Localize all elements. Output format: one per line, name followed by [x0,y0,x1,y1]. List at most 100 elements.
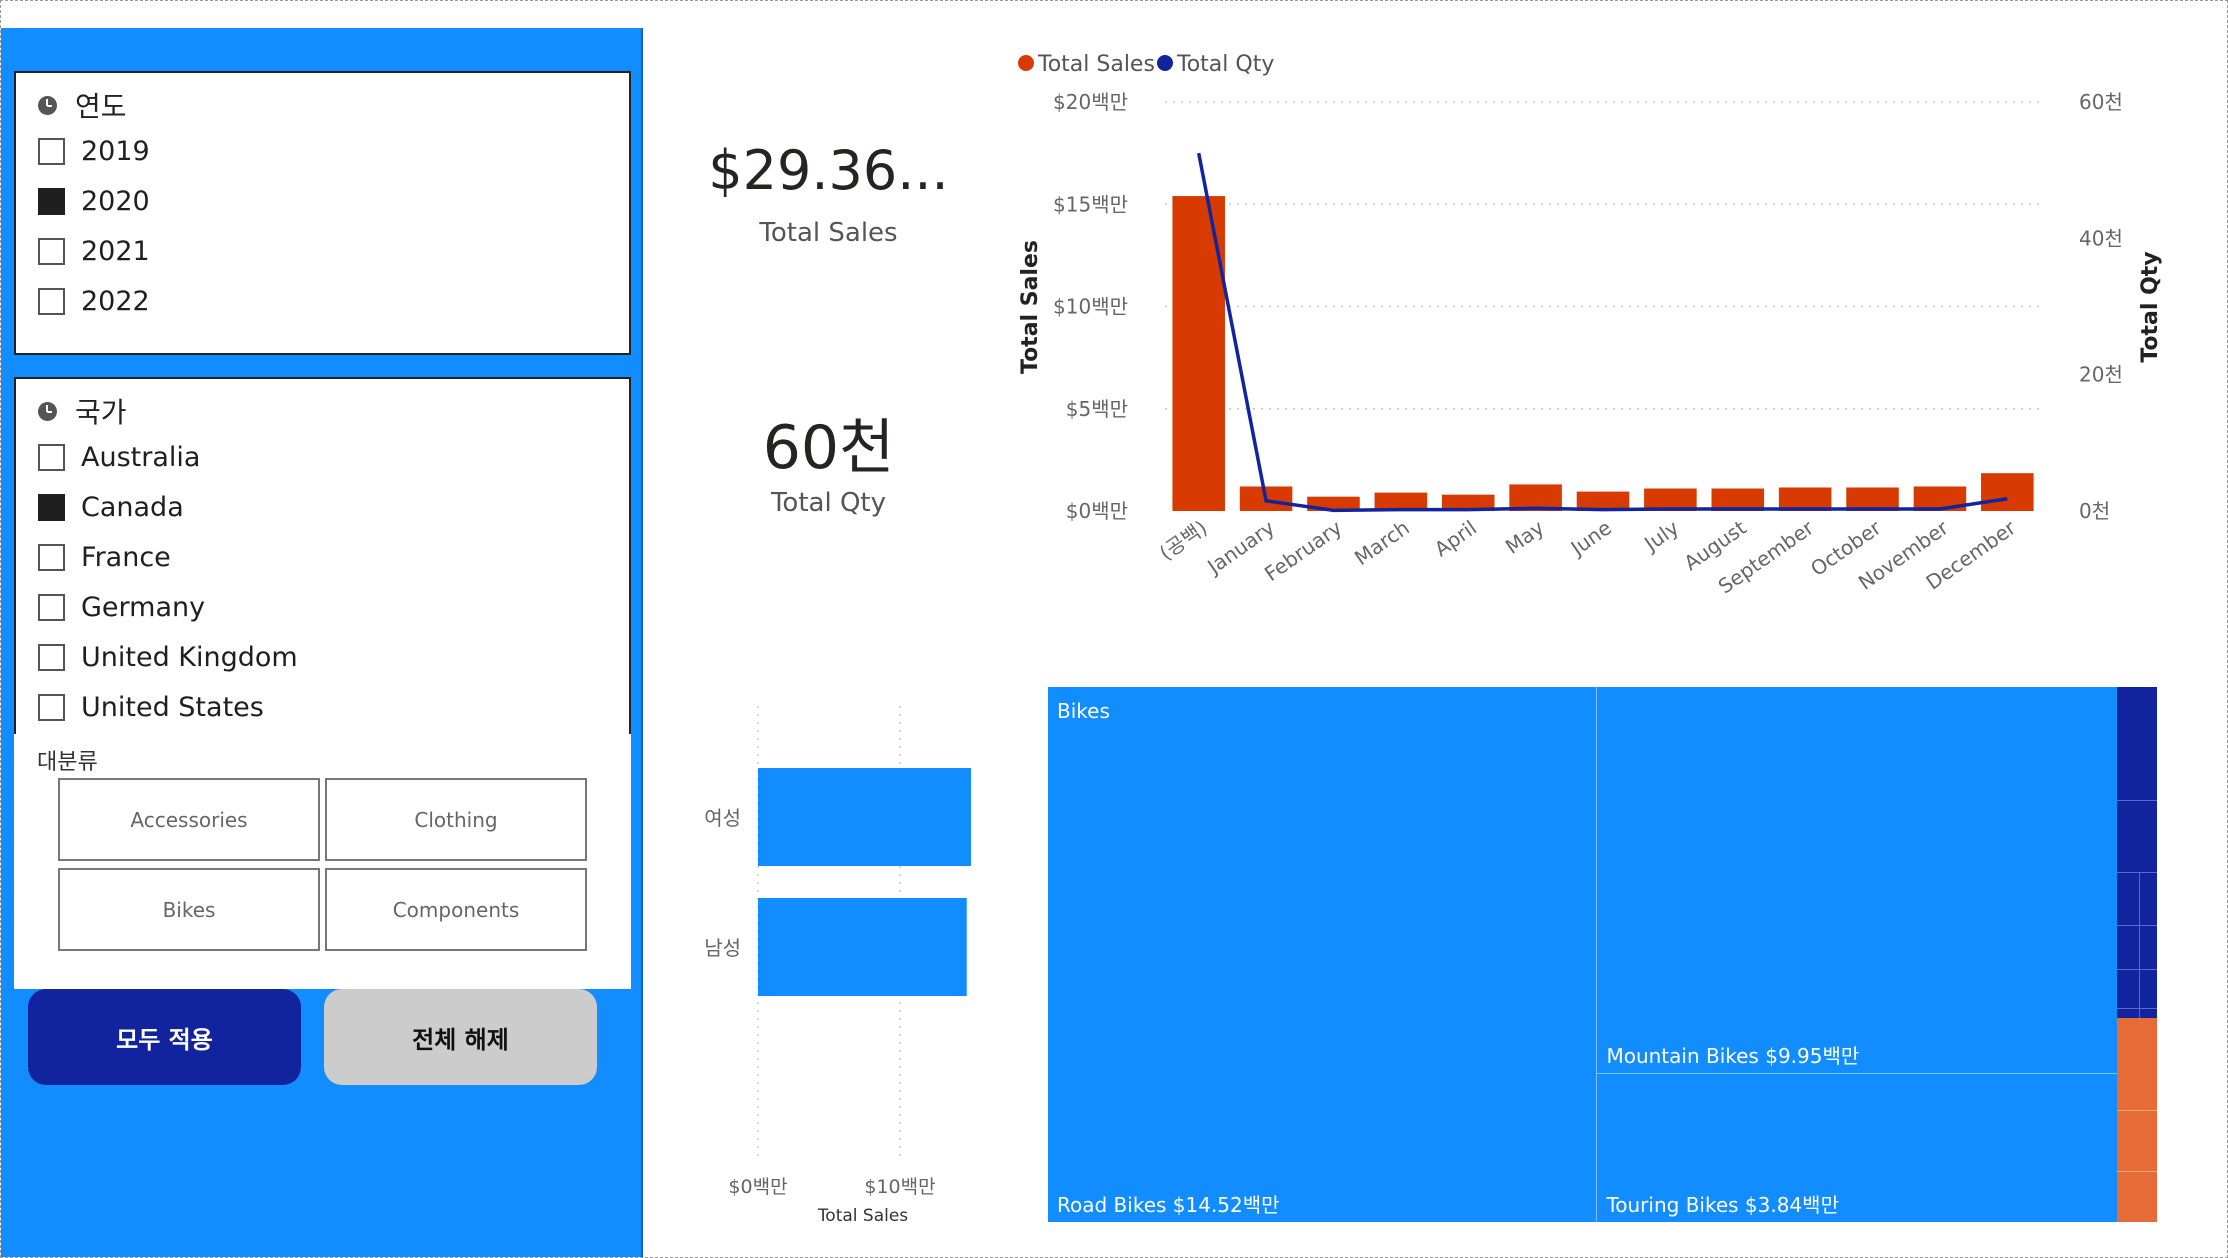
x-tick-label: February [1260,515,1346,586]
qty-line[interactable] [1196,152,2008,513]
chart-legend: Total Sales Total Qty [1018,52,1274,77]
sales-bar[interactable] [1981,473,2034,511]
checkbox[interactable] [38,137,65,165]
checkbox[interactable] [38,287,65,315]
option-label: Canada [81,491,184,523]
y-tick-label: $0백만 [1066,499,1128,523]
year-option-2021[interactable]: 2021 [38,231,150,271]
option-label: United States [81,691,264,723]
treemap-divider [2117,1008,2157,1010]
treemap-group-label: Bikes [1057,699,1110,723]
treemap-clothing[interactable] [2117,1018,2157,1222]
year-slicer: 연도 2019 2020 2021 2022 [14,71,631,355]
country-option-canada[interactable]: Canada [38,487,184,527]
y-tick-label: $15백만 [1053,192,1128,216]
checkbox[interactable] [38,593,65,621]
y2-tick-label: 40천 [2079,226,2123,250]
x-tick-label: May [1501,515,1549,558]
legend-label: Total Sales [1037,52,1155,77]
treemap-divider [2117,799,2157,801]
category-tile-bikes[interactable]: Bikes [58,868,320,951]
filter-panel: 연도 2019 2020 2021 2022 국가 [1,28,643,1257]
treemap-divider [2117,1109,2157,1111]
option-label: 2022 [81,285,150,317]
treemap-accessories[interactable] [2117,687,2157,1019]
treemap-leaf-label: Road Bikes $14.52백만 [1057,1193,1280,1217]
treemap-divider [2117,925,2157,927]
checkbox[interactable] [38,693,65,721]
category-slicer: 대분류 Accessories Clothing Bikes Component… [14,734,631,989]
y-tick-label: $5백만 [1066,397,1128,421]
country-slicer: 국가 Australia Canada France Germany Unite… [14,377,631,739]
year-option-2022[interactable]: 2022 [38,281,150,321]
treemap-touring-bikes[interactable]: Touring Bikes $3.84백만 [1596,1073,2118,1222]
sales-bar[interactable] [1644,488,1697,511]
sales-bar[interactable] [1441,494,1495,511]
checkbox[interactable] [38,237,65,265]
y-tick-label: $20백만 [1053,90,1128,114]
treemap-leaf-label: Mountain Bikes $9.95백만 [1606,1044,1860,1069]
treemap-mountain-bikes[interactable]: Mountain Bikes $9.95백만 [1596,687,2118,1074]
sales-bar[interactable] [1711,488,1765,511]
category-tile-accessories[interactable]: Accessories [58,778,320,861]
treemap-divider [2139,872,2141,1019]
year-slicer-title: 연도 [75,90,127,123]
y-tick-label: 남성 [704,936,741,960]
treemap-divider [2117,872,2157,874]
country-option-germany[interactable]: Germany [38,587,205,627]
checkbox-checked[interactable] [38,187,65,215]
y2-tick-label: 60천 [2079,90,2123,114]
checkbox-checked[interactable] [38,493,65,521]
option-label: France [81,541,171,573]
checkbox[interactable] [38,643,65,671]
x-tick-label: (공백) [1155,515,1212,565]
y2-tick-label: 20천 [2079,363,2123,387]
clock-icon [38,401,57,421]
y2-tick-label: 0천 [2079,499,2110,523]
sales-bar[interactable] [1778,487,1832,511]
apply-all-button[interactable]: 모두 적용 [28,989,301,1085]
clock-icon [38,95,57,115]
checkbox[interactable] [38,543,65,571]
option-label: United Kingdom [81,641,298,673]
sales-bar[interactable] [1576,491,1630,511]
x-tick-label: $10백만 [864,1176,935,1198]
treemap-divider [2117,1171,2157,1173]
checkbox[interactable] [38,443,65,471]
legend-marker [1157,55,1173,71]
category-tile-components[interactable]: Components [325,868,587,951]
legend-label: Total Qty [1176,52,1274,77]
year-option-2020[interactable]: 2020 [38,181,150,221]
y-axis-title: Total Sales [1018,240,1043,374]
country-option-france[interactable]: France [38,537,171,577]
category-slicer-title: 대분류 [37,750,98,775]
monthly-sales-qty-chart: Total Sales Total Qty $0백만 $5백만 $10백만 $15백만 $2… [1018,52,2163,599]
x-tick-label: June [1565,515,1616,561]
sales-bar[interactable] [1374,492,1428,511]
clear-all-button[interactable]: 전체 해제 [324,989,597,1085]
country-option-united-kingdom[interactable]: United Kingdom [38,637,298,677]
country-option-australia[interactable]: Australia [38,437,200,477]
gender-bar[interactable] [758,768,971,866]
country-slicer-header: 국가 [38,391,127,431]
gender-bar[interactable] [758,898,967,996]
country-slicer-title: 국가 [75,396,127,429]
option-label: Germany [81,591,206,623]
treemap-road-bikes[interactable]: Bikes Road Bikes $14.52백만 [1048,687,1597,1222]
category-treemap: Bikes Road Bikes $14.52백만 Mountain Bikes $… [1048,687,2157,1222]
total-sales-card-value: $29.36... [708,139,949,202]
country-option-united-states[interactable]: United States [38,687,264,727]
option-label: 2019 [81,135,150,167]
year-option-2019[interactable]: 2019 [38,131,150,171]
x-axis-title: Total Sales [817,1206,908,1226]
sales-bar[interactable] [1846,487,1899,511]
total-qty-card-label: Total Qty [770,488,887,518]
category-tile-clothing[interactable]: Clothing [325,778,587,861]
option-label: Australia [81,441,201,473]
y-tick-label: $10백만 [1053,295,1128,319]
y-tick-label: 여성 [704,806,741,830]
y2-axis-title: Total Qty [2138,251,2163,362]
legend-marker [1018,55,1034,71]
